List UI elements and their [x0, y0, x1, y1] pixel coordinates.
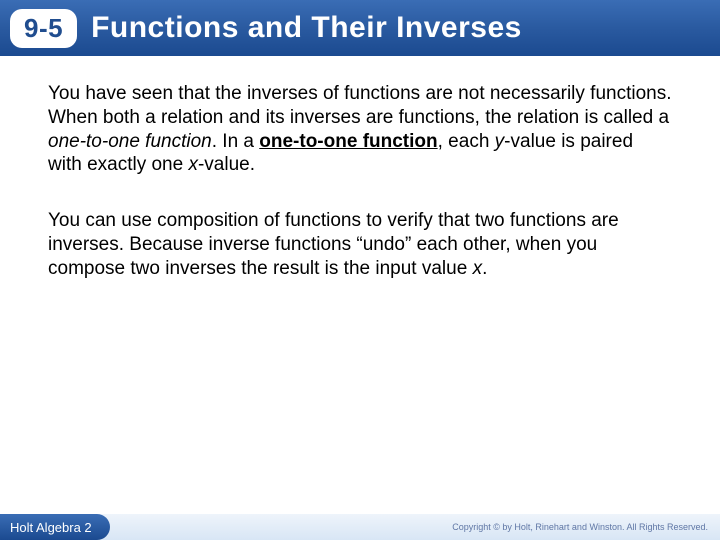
p1-italic-term: one-to-one function: [48, 131, 212, 152]
footer-left: Holt Algebra 2: [0, 514, 110, 540]
p2-text-b: .: [482, 258, 487, 279]
p2-x-var: x: [473, 258, 483, 279]
p1-text-e: -value.: [198, 154, 255, 175]
slide-header: 9-5 Functions and Their Inverses: [0, 0, 720, 56]
paragraph-2: You can use composition of functions to …: [48, 209, 672, 280]
p1-text-b: . In a: [212, 131, 260, 152]
slide-footer: Copyright © by Holt, Rinehart and Winsto…: [0, 514, 720, 540]
textbook-name: Holt Algebra 2: [10, 520, 92, 535]
section-number-box: 9-5: [10, 9, 77, 48]
p1-bold-term: one-to-one function: [259, 131, 437, 152]
p1-text-a: You have seen that the inverses of funct…: [48, 83, 672, 128]
copyright-text: Copyright © by Holt, Rinehart and Winsto…: [452, 522, 708, 532]
p2-text-a: You can use composition of functions to …: [48, 210, 619, 279]
slide-body: You have seen that the inverses of funct…: [0, 56, 720, 280]
section-number: 9-5: [24, 13, 63, 44]
p1-y-var: y: [495, 131, 505, 152]
paragraph-1: You have seen that the inverses of funct…: [48, 82, 672, 177]
p1-x-var: x: [188, 154, 198, 175]
slide-title: Functions and Their Inverses: [91, 11, 522, 45]
p1-text-c: , each: [438, 131, 495, 152]
